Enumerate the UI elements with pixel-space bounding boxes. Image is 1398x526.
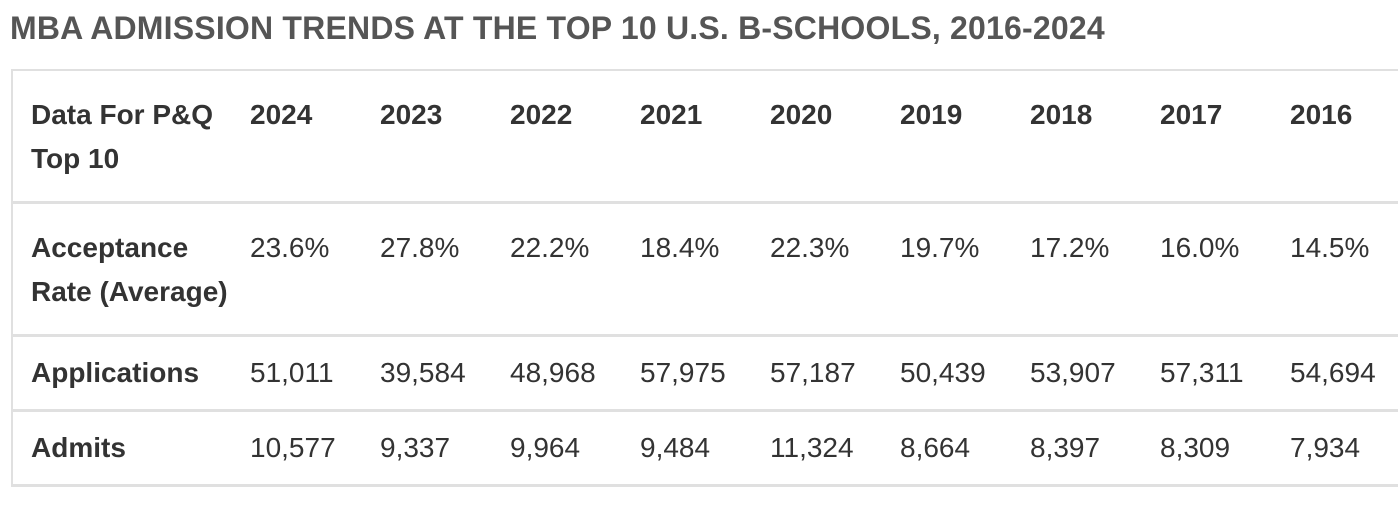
table-cell: 57,311: [1160, 334, 1290, 411]
table-cell: 7,934: [1290, 409, 1398, 487]
column-header-year: 2024: [250, 69, 380, 203]
table-cell: 9,484: [640, 409, 770, 487]
table-cell: 57,975: [640, 334, 770, 411]
table-cell: 22.3%: [770, 201, 900, 336]
row-label: Data For P&Q Top 10: [11, 69, 250, 203]
table-row: Admits 10,577 9,337 9,964 9,484 11,324 8,664 8,…: [11, 409, 1398, 487]
row-label: Acceptance Rate (Average): [11, 201, 250, 336]
table-cell: 54,694: [1290, 334, 1398, 411]
table-cell: 11,324: [770, 409, 900, 487]
table-row: Applications 51,011 39,584 48,968 57,975 57,1…: [11, 334, 1398, 411]
table-cell: 48,968: [510, 334, 640, 411]
column-header-year: 2023: [380, 69, 510, 203]
page-title: MBA ADMISSION TRENDS AT THE TOP 10 U.S. …: [10, 10, 1105, 46]
column-header-year: 2022: [510, 69, 640, 203]
table-cell: 50,439: [900, 334, 1030, 411]
column-header-year: 2016: [1290, 69, 1398, 203]
table-cell: 17.2%: [1030, 201, 1160, 336]
table-cell: 51,011: [250, 334, 380, 411]
column-header-year: 2017: [1160, 69, 1290, 203]
column-header-year: 2019: [900, 69, 1030, 203]
row-label: Applications: [11, 334, 250, 411]
table-cell: 14.5%: [1290, 201, 1398, 336]
table-cell: 27.8%: [380, 201, 510, 336]
table-cell: 9,964: [510, 409, 640, 487]
column-header-year: 2020: [770, 69, 900, 203]
table-cell: 19.7%: [900, 201, 1030, 336]
row-label: Admits: [11, 409, 250, 487]
table-cell: 53,907: [1030, 334, 1160, 411]
table-cell: 9,337: [380, 409, 510, 487]
table-cell: 57,187: [770, 334, 900, 411]
column-header-year: 2021: [640, 69, 770, 203]
table-header-row: Data For P&Q Top 10 2024 2023 2022 2021 2020 2…: [11, 69, 1398, 203]
column-header-year: 2018: [1030, 69, 1160, 203]
table-row: Acceptance Rate (Average) 23.6% 27.8% 22.2%…: [11, 201, 1398, 336]
table-cell: 8,309: [1160, 409, 1290, 487]
table-cell: 18.4%: [640, 201, 770, 336]
table-cell: 22.2%: [510, 201, 640, 336]
table-cell: 8,664: [900, 409, 1030, 487]
table-cell: 8,397: [1030, 409, 1160, 487]
table-cell: 23.6%: [250, 201, 380, 336]
table-cell: 16.0%: [1160, 201, 1290, 336]
admissions-table: Data For P&Q Top 10 2024 2023 2022 2021 2020 2…: [11, 69, 1398, 487]
table-cell: 39,584: [380, 334, 510, 411]
table-cell: 10,577: [250, 409, 380, 487]
